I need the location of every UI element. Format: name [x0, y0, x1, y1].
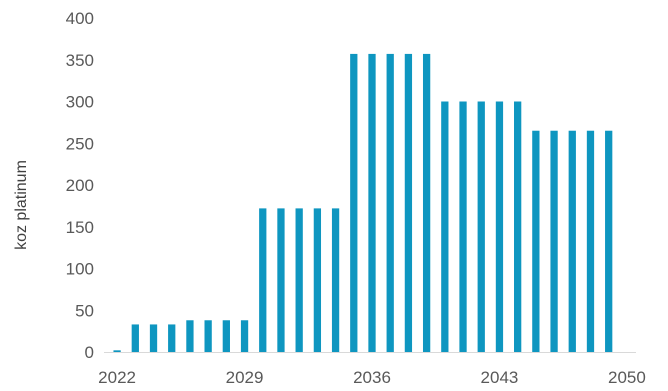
y-tick-label-200: 200 — [66, 176, 94, 195]
bar-2029 — [240, 320, 249, 352]
y-tick-label-50: 50 — [75, 301, 94, 320]
y-tick-label-250: 250 — [66, 134, 94, 153]
bar-2044 — [514, 101, 522, 352]
y-axis-ticks: 0 50 100 150 200 250 300 350 400 — [66, 9, 94, 362]
bar-2027 — [204, 320, 212, 352]
bar-2037 — [386, 53, 394, 352]
x-tick-label-2022: 2022 — [98, 368, 136, 387]
bar-2038 — [404, 53, 413, 352]
bar-2047 — [568, 130, 576, 352]
bar-2045 — [532, 130, 540, 352]
bar-2033 — [313, 208, 322, 352]
bar-2025 — [168, 324, 176, 352]
y-axis-title: koz platinum — [13, 160, 30, 250]
bar-2024 — [149, 324, 158, 352]
bar-2041 — [459, 101, 467, 352]
bar-2032 — [295, 208, 303, 352]
x-tick-label-2043: 2043 — [481, 368, 519, 387]
bar-2040 — [441, 101, 449, 352]
y-tick-label-350: 350 — [66, 51, 94, 70]
bar-2036 — [368, 53, 376, 352]
bar-2022 — [113, 350, 121, 352]
y-tick-label-400: 400 — [66, 9, 94, 28]
bar-2034 — [331, 208, 340, 352]
bar-2028 — [222, 320, 230, 352]
bar-2043 — [495, 101, 504, 352]
y-tick-label-150: 150 — [66, 218, 94, 237]
x-tick-label-2050: 2050 — [608, 368, 646, 387]
y-tick-label-0: 0 — [85, 343, 94, 362]
bar-2039 — [422, 53, 431, 352]
bar-2042 — [477, 101, 485, 352]
x-tick-label-2036: 2036 — [353, 368, 391, 387]
y-tick-label-100: 100 — [66, 260, 94, 279]
bar-2031 — [277, 208, 285, 352]
bars — [113, 53, 613, 352]
bar-2048 — [586, 130, 595, 352]
x-tick-label-2029: 2029 — [226, 368, 264, 387]
bar-2049 — [605, 130, 613, 352]
bar-2030 — [259, 208, 267, 352]
bar-2023 — [131, 324, 139, 352]
bar-2046 — [550, 130, 558, 352]
bar-2026 — [186, 320, 194, 352]
y-tick-label-300: 300 — [66, 93, 94, 112]
bar-2035 — [350, 53, 358, 352]
x-axis-ticks: 2022 2029 2036 2043 2050 — [98, 368, 646, 387]
